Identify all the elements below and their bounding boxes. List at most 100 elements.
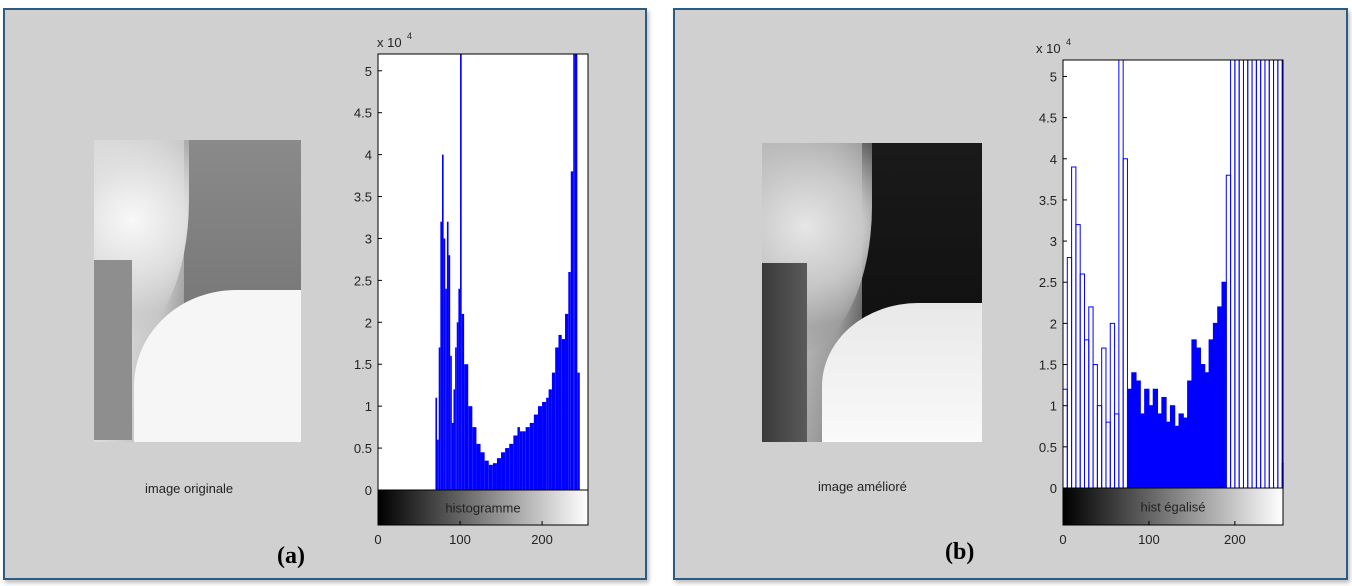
histogram-bar bbox=[501, 452, 506, 490]
panel-original: image originale (a) x 10 4 0 0.5 1 1.5 2 2.5 3… bbox=[3, 8, 647, 580]
histogram-bar bbox=[1208, 339, 1214, 489]
histogram-bar bbox=[1144, 388, 1150, 489]
colorbar-label: histogramme bbox=[445, 501, 520, 516]
colorbar-label: hist égalisé bbox=[1140, 500, 1205, 515]
histogram-bar bbox=[1152, 388, 1159, 489]
histogram-bar bbox=[517, 427, 520, 490]
histogram-bar bbox=[1195, 347, 1201, 489]
histogram-bar bbox=[513, 435, 518, 490]
y-tick-label: 4.5 bbox=[354, 106, 372, 121]
y-tick-label: 2 bbox=[365, 315, 372, 330]
y-tick-label: 2.5 bbox=[1039, 275, 1057, 290]
histogram-bar bbox=[438, 347, 441, 490]
histogram-bar bbox=[509, 443, 514, 490]
histogram-bar bbox=[461, 313, 465, 490]
histogram-bar bbox=[472, 427, 477, 490]
histogram-bar bbox=[577, 372, 580, 490]
y-tick-label: 3 bbox=[365, 231, 372, 246]
histogram-bar bbox=[555, 347, 559, 490]
panel-enhanced: image amélioré (b) x 10 4 0 0.5 1 1.5 2 2.5 3 3… bbox=[673, 8, 1348, 580]
histogram-bar bbox=[568, 272, 571, 490]
y-tick-label: 0 bbox=[1050, 481, 1057, 496]
x-tick-label: 0 bbox=[1059, 532, 1066, 547]
histogram-bar bbox=[1148, 405, 1154, 489]
histogram-bar bbox=[542, 401, 547, 490]
y-exponent-label: x 10 bbox=[377, 35, 402, 50]
y-tick-label: 4 bbox=[1050, 152, 1057, 167]
y-tick-label: 2 bbox=[1050, 316, 1057, 331]
histogram-bar bbox=[1191, 339, 1197, 489]
y-tick-label: 5 bbox=[1050, 69, 1057, 84]
histogram-bar bbox=[484, 460, 489, 490]
histogram-bar bbox=[570, 171, 574, 490]
y-tick-label: 3.5 bbox=[1039, 193, 1057, 208]
histogram-bar bbox=[1221, 281, 1227, 489]
histogram-bar bbox=[435, 397, 438, 490]
histogram-bar bbox=[456, 322, 459, 490]
histogram-bar bbox=[1178, 413, 1184, 489]
x-tick-label: 200 bbox=[1224, 532, 1246, 547]
histogram-bar bbox=[464, 364, 469, 490]
enhanced-image-caption: image amélioré bbox=[818, 479, 907, 494]
original-xray-image bbox=[94, 140, 301, 442]
histogram-bars bbox=[435, 54, 580, 490]
histogram-bar bbox=[440, 221, 442, 490]
histogram-bar bbox=[458, 288, 461, 490]
y-exponent-power: 4 bbox=[407, 31, 412, 41]
grayscale-colorbar bbox=[1062, 487, 1284, 526]
histogram-bar bbox=[492, 463, 497, 490]
histogram-bar bbox=[1135, 380, 1141, 489]
histogram-bar bbox=[1182, 417, 1189, 489]
histogram-bar bbox=[451, 422, 454, 490]
histogram-bar bbox=[529, 422, 534, 490]
histogram-bar bbox=[546, 397, 549, 490]
x-tick-label: 100 bbox=[1138, 532, 1160, 547]
histogram-bar bbox=[551, 372, 556, 490]
y-tick-label: 1.5 bbox=[354, 357, 372, 372]
histogram-bar bbox=[519, 431, 523, 490]
enhanced-xray-image bbox=[762, 143, 982, 442]
histogram-bar bbox=[496, 458, 502, 490]
histogram-bar bbox=[455, 347, 457, 490]
exponent-label: x 10 4 bbox=[377, 31, 412, 50]
histogram-bar bbox=[1131, 372, 1137, 489]
y-tick-label: 3 bbox=[1050, 234, 1057, 249]
histogram-bar bbox=[1126, 388, 1133, 489]
y-tick-label: 0.5 bbox=[354, 441, 372, 456]
y-exponent-label: x 10 bbox=[1036, 41, 1061, 56]
histogram-bar bbox=[561, 339, 566, 490]
histogram-bar bbox=[1212, 322, 1219, 489]
histogram-bar bbox=[573, 54, 575, 490]
y-tick-label: 1.5 bbox=[1039, 358, 1057, 373]
histogram-bar bbox=[1169, 405, 1176, 489]
histogram-bar bbox=[476, 443, 481, 490]
histogram-bar bbox=[1187, 380, 1193, 489]
histogram-bar bbox=[574, 54, 578, 490]
histogram-bar bbox=[1157, 413, 1163, 489]
histogram-bar bbox=[437, 439, 439, 490]
panel-a-label: (a) bbox=[277, 543, 305, 569]
histogram-bar bbox=[533, 414, 538, 490]
histogram-bar bbox=[1139, 413, 1146, 489]
exponent-label: x 10 4 bbox=[1036, 37, 1071, 56]
y-exponent-power: 4 bbox=[1066, 37, 1071, 47]
histogram-bar bbox=[1204, 372, 1210, 489]
histogram-bar bbox=[468, 406, 473, 490]
y-tick-label: 1 bbox=[1050, 399, 1057, 414]
y-tick-label: 1 bbox=[365, 399, 372, 414]
histogram-bar bbox=[1165, 421, 1171, 489]
histogram-bar bbox=[1217, 306, 1223, 489]
histogram-bar bbox=[445, 288, 447, 490]
histogram-bar bbox=[1161, 396, 1167, 489]
grayscale-colorbar bbox=[377, 489, 589, 526]
histogram-original-chart: x 10 4 0 0.5 1 1.5 2 2.5 3 3.5 4 4.5 5 histogramme 0… bbox=[354, 31, 589, 547]
histogram-bar bbox=[460, 54, 462, 490]
histogram-bar bbox=[453, 389, 456, 490]
histogram-bar bbox=[1200, 364, 1206, 489]
histogram-bar bbox=[505, 448, 510, 490]
histogram-bar bbox=[480, 452, 485, 490]
histogram-bar bbox=[558, 334, 562, 490]
histogram-bar bbox=[450, 355, 452, 490]
y-tick-label: 4 bbox=[365, 148, 372, 163]
histogram-bar bbox=[548, 389, 552, 490]
